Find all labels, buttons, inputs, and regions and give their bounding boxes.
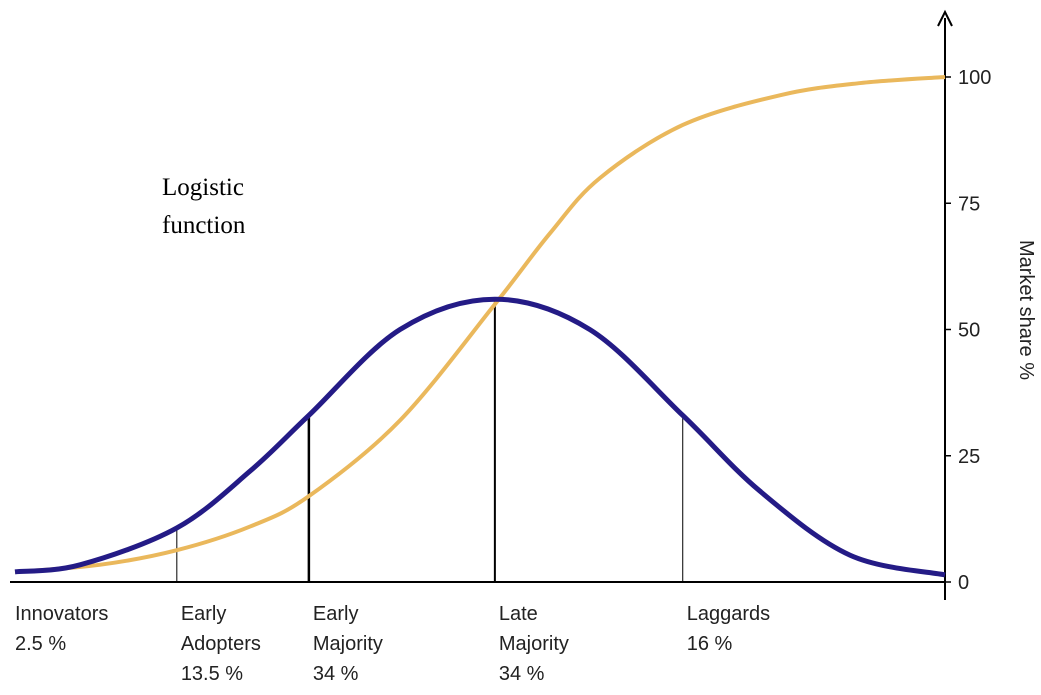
annotation: Logistic function: [162, 174, 246, 239]
value-label: 16 %: [687, 633, 733, 655]
category-label: Early Majority: [313, 603, 383, 655]
value-label: 34 %: [499, 663, 545, 685]
category-label: Late Majority: [499, 603, 569, 655]
curve: [14, 296, 946, 578]
category-label: Early Adopters: [181, 603, 261, 655]
category-label: Laggards: [687, 603, 770, 625]
value-label: 2.5 %: [15, 633, 66, 655]
y-axis-label: Market share %: [1015, 240, 1037, 380]
y-tick-label: 100: [958, 67, 991, 89]
axis-arrow: [937, 9, 953, 27]
y-tick-label: 0: [958, 572, 969, 594]
y-tick-label: 50: [958, 320, 980, 342]
category-label: Innovators: [15, 603, 108, 625]
curve: [14, 75, 946, 574]
value-label: 13.5 %: [181, 663, 243, 685]
value-label: 34 %: [313, 663, 359, 685]
y-tick-label: 25: [958, 446, 980, 468]
y-tick-label: 75: [958, 193, 980, 215]
